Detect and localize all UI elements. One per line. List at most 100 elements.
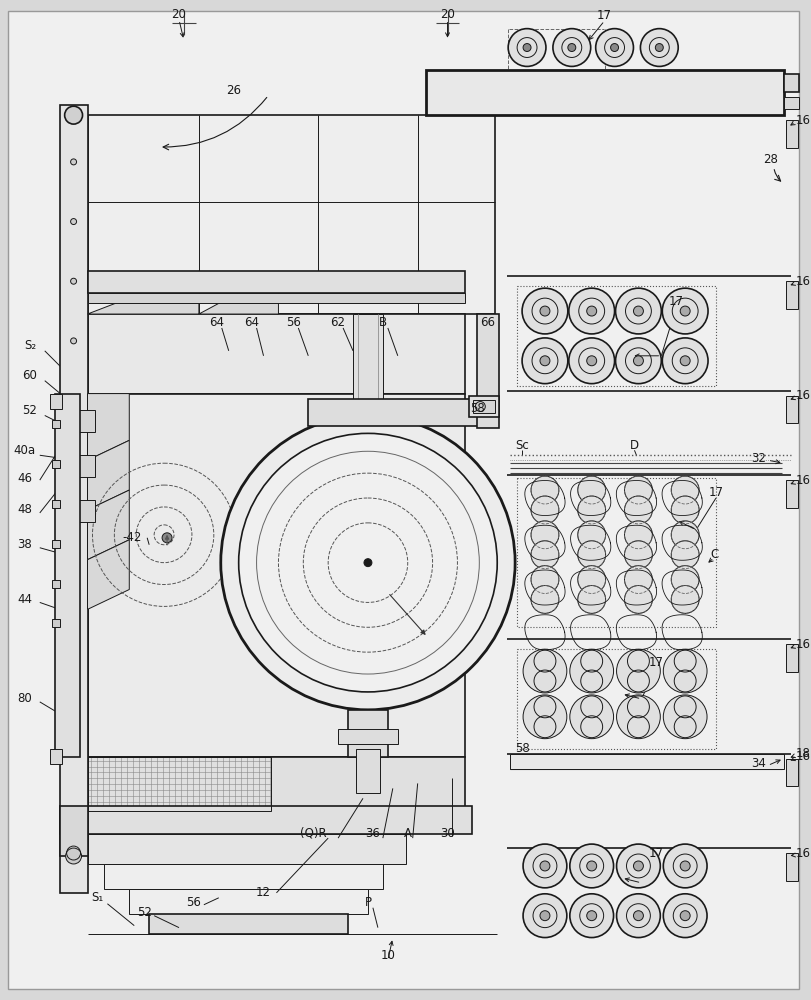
Circle shape [672,566,699,593]
Bar [129,889,368,914]
Circle shape [508,29,546,66]
Text: 32: 32 [751,452,766,465]
Circle shape [71,517,76,523]
Circle shape [531,586,559,613]
Circle shape [523,44,531,52]
Text: 56: 56 [286,316,301,329]
Circle shape [586,356,597,366]
Circle shape [71,398,76,404]
Circle shape [577,566,606,593]
Circle shape [523,894,567,938]
Text: 58: 58 [470,402,485,415]
Circle shape [624,476,652,504]
Circle shape [531,566,559,593]
Bar [52,500,60,508]
Circle shape [540,861,550,871]
Bar [88,394,466,757]
Circle shape [633,911,643,921]
Text: 34: 34 [751,757,766,770]
Circle shape [611,44,619,52]
Circle shape [672,476,699,504]
Text: 58: 58 [515,742,530,755]
Bar [470,396,500,417]
Bar [308,399,492,426]
Text: A: A [404,827,412,840]
Text: 16: 16 [796,114,810,127]
Bar [105,864,383,889]
Text: 17: 17 [649,847,664,860]
Circle shape [531,496,559,524]
Circle shape [641,29,678,66]
Bar [49,394,62,409]
Polygon shape [199,271,278,314]
Circle shape [577,586,606,613]
Circle shape [523,695,567,739]
Text: 60: 60 [23,369,37,382]
Bar [478,314,500,428]
Bar [52,420,60,428]
Circle shape [522,338,568,384]
Circle shape [522,288,568,334]
Bar [786,120,797,148]
Text: 36: 36 [366,827,380,840]
Text: 28: 28 [763,153,778,166]
Circle shape [663,844,707,888]
Circle shape [672,521,699,549]
Bar [353,314,383,563]
Text: 44: 44 [17,593,32,606]
Circle shape [540,306,550,316]
Text: 16: 16 [796,750,810,763]
Circle shape [616,288,661,334]
Bar [52,619,60,627]
Circle shape [616,894,660,938]
Bar [783,74,799,92]
Text: S₁: S₁ [92,891,104,904]
Circle shape [633,356,643,366]
Bar [786,853,797,881]
Circle shape [540,356,550,366]
Circle shape [655,44,663,52]
Text: 40a: 40a [14,444,36,457]
Circle shape [71,219,76,225]
Text: 17: 17 [709,486,723,499]
Circle shape [663,894,707,938]
Bar [786,281,797,309]
Polygon shape [88,271,199,314]
Circle shape [540,911,550,921]
Bar [426,70,783,115]
Text: 16: 16 [796,638,810,651]
Text: 12: 12 [256,886,271,899]
Text: P: P [364,896,371,909]
Circle shape [71,159,76,165]
Circle shape [568,44,576,52]
Circle shape [569,288,615,334]
Circle shape [616,649,660,693]
Polygon shape [88,394,129,460]
Text: 17: 17 [649,656,664,669]
Text: 30: 30 [440,827,455,840]
Circle shape [663,695,707,739]
Circle shape [570,649,614,693]
Text: 10: 10 [380,949,395,962]
Text: 66: 66 [480,316,495,329]
Circle shape [624,586,652,613]
Circle shape [577,521,606,549]
Bar [88,293,466,303]
Circle shape [570,894,614,938]
Circle shape [633,306,643,316]
Text: 20: 20 [172,8,187,21]
Text: 38: 38 [18,538,32,551]
Circle shape [672,586,699,613]
Text: Sc: Sc [515,439,529,452]
Circle shape [523,649,567,693]
Bar [786,759,797,786]
Bar [510,754,783,769]
Circle shape [616,695,660,739]
Polygon shape [88,540,129,609]
Bar [78,410,96,432]
Bar [49,749,62,764]
Circle shape [633,861,643,871]
Text: 16: 16 [796,389,810,402]
Circle shape [577,541,606,569]
Circle shape [624,496,652,524]
